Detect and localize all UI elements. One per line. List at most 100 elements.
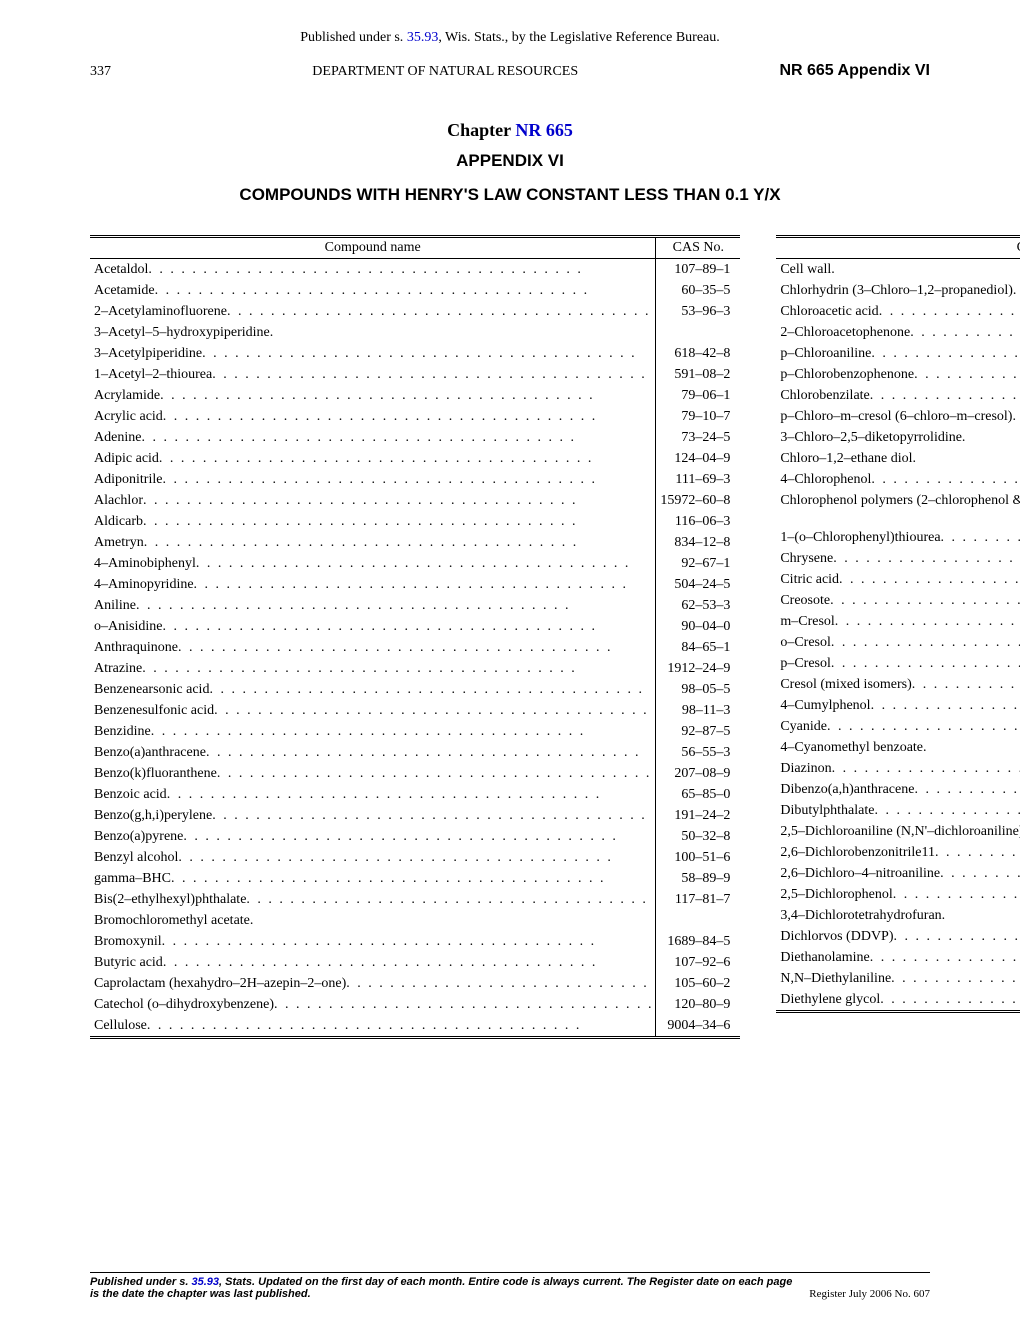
cas-number-cell: 84–65–1 [656,637,741,658]
compound-name-cell: 2–Acetylaminofluorene [90,301,656,322]
compound-name-cell: Chlorobenzilate [776,385,1020,406]
compound-name-cell: Dibutylphthalate [776,800,1020,821]
cas-number-cell: 60–35–5 [656,280,741,301]
compound-name-cell: Chrysene [776,548,1020,569]
table-row: Catechol (o–dihydroxybenzene)120–80–9 [90,994,740,1015]
chapter-link[interactable]: NR 665 [515,120,573,140]
compound-name-cell: 4–Aminobiphenyl [90,553,656,574]
cas-number-cell: 15972–60–8 [656,490,741,511]
footer-prefix: Published under s. [90,1276,191,1288]
compound-name-cell: Aldicarb [90,511,656,532]
table-row: Dichlorvos (DDVP)62–73–7 [776,926,1020,947]
cas-number-cell: 116–06–3 [656,511,741,532]
table-row: Ametryn834–12–8 [90,532,740,553]
table-row: p–Chloro–m–cresol (6–chloro–m–cresol)59–… [776,406,1020,427]
table-row: Benzidine92–87–5 [90,721,740,742]
compound-name-cell: 2,5–Dichlorophenol [776,884,1020,905]
table-row: Adenine73–24–5 [90,427,740,448]
table-row: m–Cresol108–39–4 [776,611,1020,632]
compound-name-cell: Benzidine [90,721,656,742]
compound-name-cell: 1–(o–Chlorophenyl)thiourea [776,527,1020,548]
table-row: Atrazine1912–24–9 [90,658,740,679]
compound-name-cell: 3,4–Dichlorotetrahydrofuran. [776,905,1020,926]
cas-number-cell: 117–81–7 [656,889,741,910]
cas-number-cell: 92–87–5 [656,721,741,742]
pub-suffix: , Wis. Stats., by the Legislative Refere… [438,30,719,45]
table-row: 4–Chlorophenol106–48–9 [776,469,1020,490]
table-row: Benzo(g,h,i)perylene191–24–2 [90,805,740,826]
table-row: Caprolactam (hexahydro–2H–azepin–2–one)1… [90,973,740,994]
compound-name-cell: Diethanolamine [776,947,1020,968]
compound-name-cell: gamma–BHC [90,868,656,889]
compound-name-cell: Alachlor [90,490,656,511]
table-row: 2,6–Dichloro–4–nitroaniline99–30–9 [776,863,1020,884]
table-row: 2–Acetylaminofluorene53–96–3 [90,301,740,322]
compound-name-cell: Adenine [90,427,656,448]
cas-number-cell: 92–67–1 [656,553,741,574]
col-header-cas: CAS No. [656,237,741,259]
compound-name-cell: Chlorophenol polymers (2–chlorophenol & … [776,490,1020,527]
table-row: Acrylic acid79–10–7 [90,406,740,427]
footer-text: Published under s. 35.93, Stats. Updated… [90,1276,930,1300]
table-row: p–Chlorobenzophenone134–85–0 [776,364,1020,385]
table-row: gamma–BHC58–89–9 [90,868,740,889]
department-name: DEPARTMENT OF NATURAL RESOURCES [111,64,779,80]
table-row: 1–Acetyl–2–thiourea591–08–2 [90,364,740,385]
compounds-table-left: Compound name CAS No. Acetaldol107–89–1A… [90,235,740,1039]
table-columns: Compound name CAS No. Acetaldol107–89–1A… [90,235,930,1039]
cas-number-cell: 98–05–5 [656,679,741,700]
page-number: 337 [90,64,111,80]
cas-number-cell: 58–89–9 [656,868,741,889]
cas-number-cell: 504–24–5 [656,574,741,595]
footer-rule [90,1272,930,1273]
table-row: 3–Acetylpiperidine618–42–8 [90,343,740,364]
footer-statute-link[interactable]: 35.93 [191,1276,219,1288]
compound-name-cell: 2,6–Dichloro–4–nitroaniline [776,863,1020,884]
compound-name-cell: Catechol (o–dihydroxybenzene) [90,994,656,1015]
table-row: Aniline62–53–3 [90,595,740,616]
table-row: Benzo(a)pyrene50–32–8 [90,826,740,847]
chapter-prefix: Chapter [447,120,515,140]
col-header-name: Compound name [90,237,656,259]
compound-name-cell: Chloro–1,2–ethane diol. [776,448,1020,469]
table-row: Bis(2–ethylhexyl)phthalate117–81–7 [90,889,740,910]
table-row: Anthraquinone84–65–1 [90,637,740,658]
table-row: Acetaldol107–89–1 [90,259,740,281]
compound-name-cell: 3–Acetyl–5–hydroxypiperidine. [90,322,656,343]
table-row: 4–Aminopyridine504–24–5 [90,574,740,595]
compound-name-cell: 4–Cumylphenol [776,695,1020,716]
cas-number-cell: 1912–24–9 [656,658,741,679]
table-row: Adiponitrile111–69–3 [90,469,740,490]
compound-name-cell: Chlorhydrin (3–Chloro–1,2–propanediol) [776,280,1020,301]
compound-name-cell: Anthraquinone [90,637,656,658]
chapter-heading: Chapter NR 665 [90,120,930,141]
publication-header: Published under s. 35.93, Wis. Stats., b… [90,30,930,46]
table-row: Citric acid77–92–9 [776,569,1020,590]
compound-name-cell: Adiponitrile [90,469,656,490]
table-row: Benzenearsonic acid98–05–5 [90,679,740,700]
compound-name-cell: Acetaldol [90,259,656,281]
compound-name-cell: p–Chlorobenzophenone [776,364,1020,385]
table-row: Adipic acid124–04–9 [90,448,740,469]
cas-number-cell: 73–24–5 [656,427,741,448]
compound-name-cell: Benzyl alcohol [90,847,656,868]
cas-number-cell: 207–08–9 [656,763,741,784]
compound-name-cell: 4–Aminopyridine [90,574,656,595]
table-row: Chrysene218–01–9 [776,548,1020,569]
table-row: 2,5–Dichlorophenol333–41–5 [776,884,1020,905]
table-row: Dibutylphthalate84–74–2 [776,800,1020,821]
compound-name-cell: Benzo(a)pyrene [90,826,656,847]
compound-name-cell: m–Cresol [776,611,1020,632]
compound-name-cell: Benzoic acid [90,784,656,805]
table-row: Cresol (mixed isomers)1319–77–3 [776,674,1020,695]
table-row: Butyric acid107–92–6 [90,952,740,973]
compound-name-cell: Diazinon [776,758,1020,779]
statute-link[interactable]: 35.93 [407,30,439,45]
cas-number-cell: 53–96–3 [656,301,741,322]
cas-number-cell: 79–10–7 [656,406,741,427]
cas-number-cell: 107–92–6 [656,952,741,973]
table-row: Alachlor15972–60–8 [90,490,740,511]
table-row: Cellulose9004–34–6 [90,1015,740,1038]
footer-suffix: , Stats. Updated on the first day of eac… [219,1276,792,1288]
compound-name-cell: Adipic acid [90,448,656,469]
